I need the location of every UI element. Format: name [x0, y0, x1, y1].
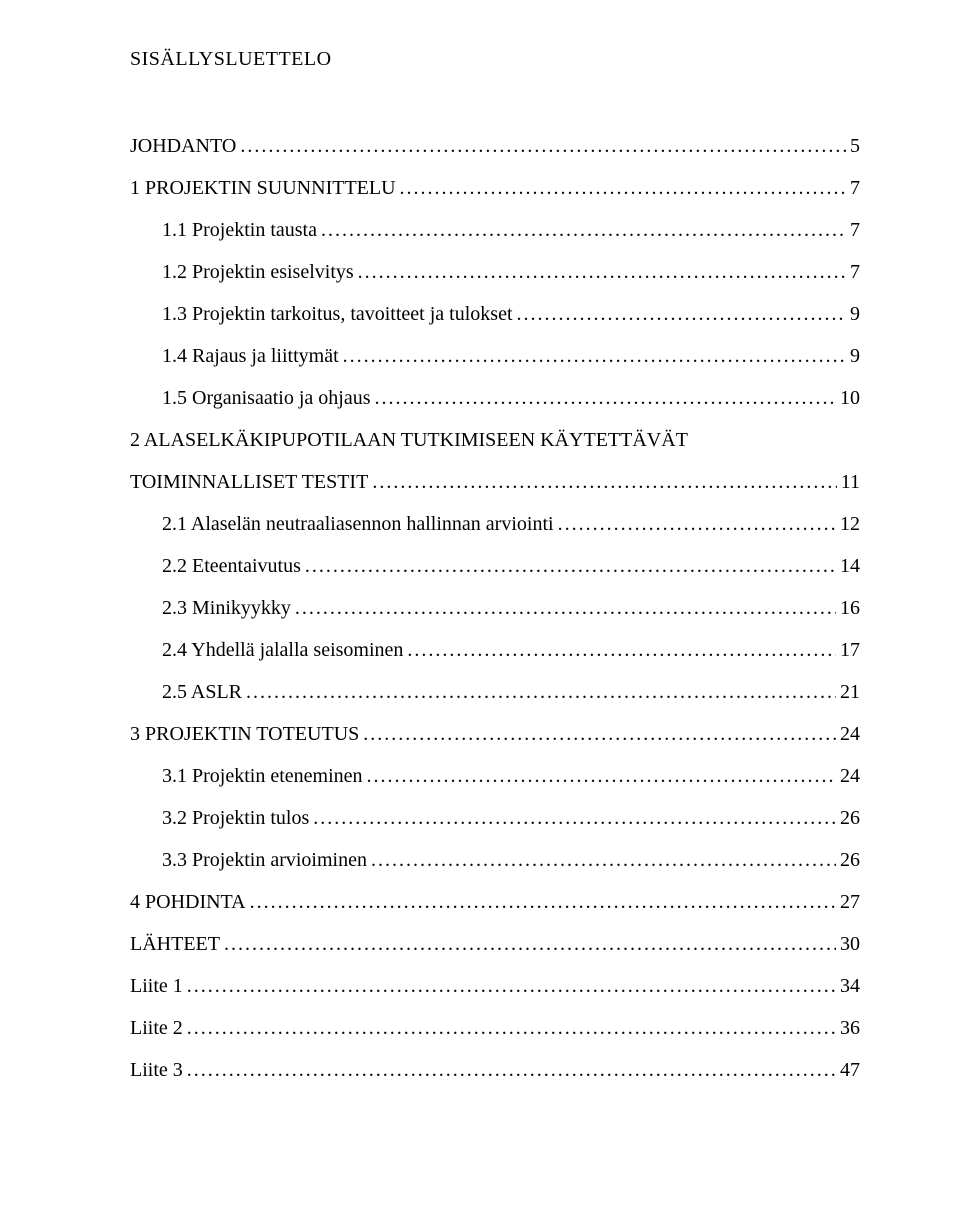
toc-entry-label: JOHDANTO [130, 131, 236, 161]
toc-entry-page: 16 [840, 593, 860, 623]
toc-leader-dots [305, 551, 836, 581]
toc-entry: 1.4 Rajaus ja liittymät 9 [130, 341, 860, 371]
toc-entry: 2.4 Yhdellä jalalla seisominen 17 [130, 635, 860, 665]
toc-entry-label: 2.2 Eteentaivutus [162, 551, 301, 581]
toc-entry-label: 1 PROJEKTIN SUUNNITTELU [130, 173, 396, 203]
toc-leader-dots [371, 845, 836, 875]
toc-entry-page: 11 [841, 467, 860, 497]
toc-entry-label: 1.2 Projektin esiselvitys [162, 257, 354, 287]
toc-leader-dots [295, 593, 836, 623]
toc-entry-page: 10 [840, 383, 860, 413]
toc-entry: 1.2 Projektin esiselvitys 7 [130, 257, 860, 287]
toc-entry-label: Liite 2 [130, 1013, 183, 1043]
toc-entry-page: 17 [840, 635, 860, 665]
toc-entry-label: LÄHTEET [130, 929, 220, 959]
toc-leader-dots [400, 173, 846, 203]
toc-entry: 2.5 ASLR 21 [130, 677, 860, 707]
toc-entry-page: 9 [850, 299, 860, 329]
toc-entry: 2.3 Minikyykky 16 [130, 593, 860, 623]
toc-leader-dots [372, 467, 836, 497]
toc-entry-label: 1.4 Rajaus ja liittymät [162, 341, 339, 371]
toc-entry-label: 3.3 Projektin arvioiminen [162, 845, 367, 875]
toc-leader-dots [367, 761, 836, 791]
toc-entry-label: 3 PROJEKTIN TOTEUTUS [130, 719, 359, 749]
toc-entry-label: 3.2 Projektin tulos [162, 803, 309, 833]
toc-leader-dots [407, 635, 836, 665]
toc-entry: 4 POHDINTA 27 [130, 887, 860, 917]
toc-leader-dots [363, 719, 836, 749]
toc-entry: 3 PROJEKTIN TOTEUTUS 24 [130, 719, 860, 749]
toc-entry-page: 14 [840, 551, 860, 581]
toc-entry-page: 36 [840, 1013, 860, 1043]
toc-entry-page: 27 [840, 887, 860, 917]
toc-entry-page: 21 [840, 677, 860, 707]
toc-entry-label: 2.3 Minikyykky [162, 593, 291, 623]
toc-entry-label: TOIMINNALLISET TESTIT [130, 467, 368, 497]
toc-entry-label: 2.1 Alaselän neutraaliasennon hallinnan … [162, 509, 554, 539]
toc-entry: 2.1 Alaselän neutraaliasennon hallinnan … [130, 509, 860, 539]
toc-entry: 2 ALASELKÄKIPUPOTILAAN TUTKIMISEEN KÄYTE… [130, 425, 860, 455]
toc-entry: JOHDANTO 5 [130, 131, 860, 161]
toc-leader-dots [224, 929, 836, 959]
toc-entry-page: 9 [850, 341, 860, 371]
toc-entry-label: 3.1 Projektin eteneminen [162, 761, 363, 791]
toc-entry-page: 7 [850, 173, 860, 203]
toc-entry: 3.2 Projektin tulos 26 [130, 803, 860, 833]
toc-entry: 1.1 Projektin tausta 7 [130, 215, 860, 245]
toc-entry-page: 5 [850, 131, 860, 161]
toc-entry-page: 7 [850, 257, 860, 287]
toc-entry-label: 1.1 Projektin tausta [162, 215, 317, 245]
toc-leader-dots [321, 215, 846, 245]
toc-entry-page: 12 [840, 509, 860, 539]
toc-leader-dots [250, 887, 836, 917]
toc-entry-label: 1.5 Organisaatio ja ohjaus [162, 383, 370, 413]
toc-entry: LÄHTEET 30 [130, 929, 860, 959]
toc-entry: 2.2 Eteentaivutus 14 [130, 551, 860, 581]
toc-leader-dots [187, 1013, 836, 1043]
toc-entry-page: 47 [840, 1055, 860, 1085]
toc-entry: Liite 2 36 [130, 1013, 860, 1043]
toc-entry-label: 4 POHDINTA [130, 887, 246, 917]
toc-entry-label: 2.5 ASLR [162, 677, 242, 707]
toc-entry-label: Liite 3 [130, 1055, 183, 1085]
toc-entry-label: Liite 1 [130, 971, 183, 1001]
toc-leader-dots [517, 299, 847, 329]
toc-leader-dots [187, 1055, 836, 1085]
toc-leader-dots [558, 509, 836, 539]
toc-entry-page: 24 [840, 761, 860, 791]
toc-entry: 1 PROJEKTIN SUUNNITTELU 7 [130, 173, 860, 203]
toc-entry-label: 1.3 Projektin tarkoitus, tavoitteet ja t… [162, 299, 513, 329]
toc-leader-dots [374, 383, 836, 413]
toc-entry: 1.5 Organisaatio ja ohjaus 10 [130, 383, 860, 413]
toc-entry-page: 30 [840, 929, 860, 959]
toc-entry-page: 24 [840, 719, 860, 749]
toc-entry-page: 7 [850, 215, 860, 245]
toc-entry: Liite 1 34 [130, 971, 860, 1001]
toc-entry-page: 34 [840, 971, 860, 1001]
toc-entry: 3.3 Projektin arvioiminen 26 [130, 845, 860, 875]
toc-title: SISÄLLYSLUETTELO [130, 48, 860, 71]
toc-leader-dots [343, 341, 846, 371]
toc-entry-page: 26 [840, 845, 860, 875]
toc-leader-dots [187, 971, 836, 1001]
toc-entry: 1.3 Projektin tarkoitus, tavoitteet ja t… [130, 299, 860, 329]
toc-leader-dots [246, 677, 836, 707]
toc-entry: Liite 3 47 [130, 1055, 860, 1085]
toc-entry: 3.1 Projektin eteneminen 24 [130, 761, 860, 791]
toc-entry-label: 2.4 Yhdellä jalalla seisominen [162, 635, 403, 665]
toc-container: JOHDANTO51 PROJEKTIN SUUNNITTELU71.1 Pro… [130, 131, 860, 1085]
toc-leader-dots [358, 257, 846, 287]
toc-leader-dots [240, 131, 846, 161]
toc-entry: TOIMINNALLISET TESTIT 11 [130, 467, 860, 497]
toc-entry-page: 26 [840, 803, 860, 833]
toc-leader-dots [313, 803, 836, 833]
